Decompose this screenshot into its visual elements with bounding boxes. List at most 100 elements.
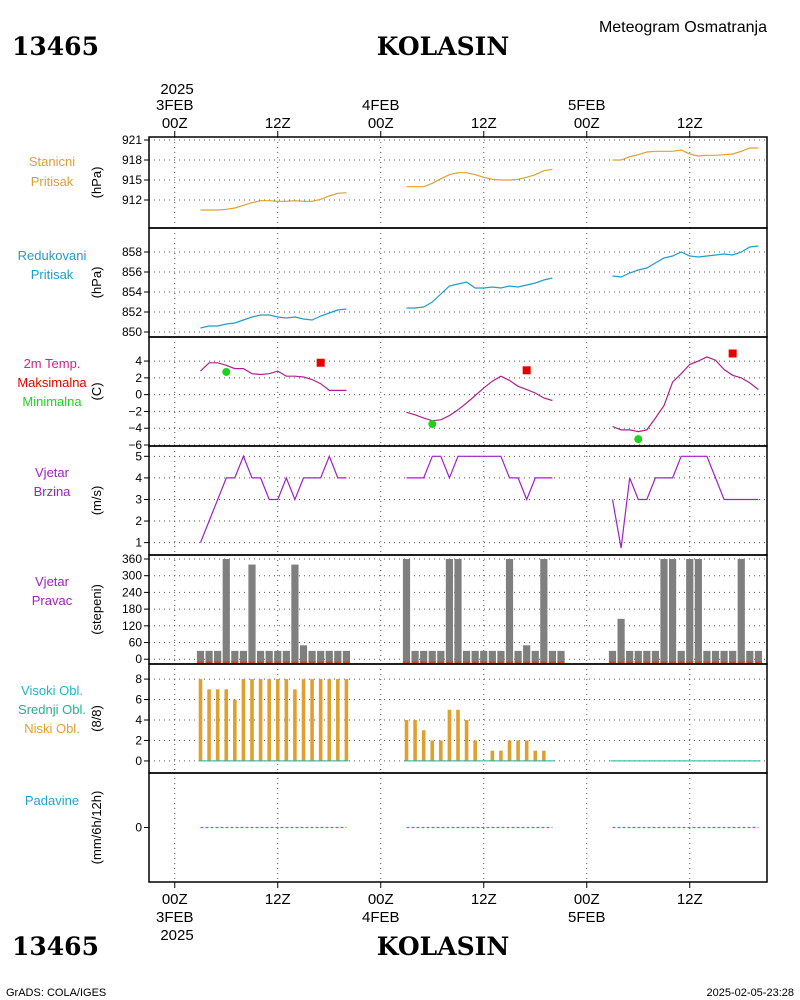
panel-label: Srednji Obl. (18, 702, 86, 717)
direction-bar (445, 559, 454, 663)
panel-label: Pravac (32, 593, 73, 608)
cloud-bar (542, 750, 546, 761)
tick-label: 858 (122, 245, 142, 259)
tick-label: 360 (122, 552, 142, 566)
tick-label: 854 (122, 285, 142, 299)
direction-bar (720, 650, 728, 663)
panel-clouds: 8 6 4 2 0 Visoki Obl. Srednji Obl. Niski Obl. (8… (18, 663, 768, 774)
cloud-bar (524, 740, 529, 761)
tick-label: −6 (128, 438, 142, 452)
cloud-bar (258, 679, 263, 761)
direction-bar (514, 650, 522, 663)
top-hour-label: 12Z (471, 115, 497, 132)
panel-frame (148, 445, 768, 556)
cloud-bar (224, 689, 229, 761)
tick-label: −2 (128, 404, 142, 418)
year-bottom: 2025 (160, 927, 193, 944)
cloud-bar (267, 679, 271, 761)
top-hour-label: 00Z (368, 115, 394, 132)
station-id-bottom: 13465 (12, 932, 99, 961)
top-hour-label: 12Z (677, 115, 703, 132)
direction-bar (531, 650, 539, 663)
direction-bar (617, 618, 625, 663)
top-hour-label: 12Z (265, 115, 291, 132)
tick-label: 0 (135, 821, 142, 835)
series-line (200, 192, 347, 211)
direction-bar (694, 559, 702, 663)
panel-label: Maksimalna (17, 375, 87, 390)
bottom-hour-label: 12Z (677, 891, 703, 908)
bottom-day-label: 3FEB (156, 909, 194, 926)
panel-label: Stanicni (29, 154, 75, 169)
direction-bar (634, 650, 642, 663)
panel-label: Vjetar (35, 574, 70, 589)
panel-label: Redukovani (18, 248, 87, 263)
tick-label: 0 (135, 388, 142, 402)
direction-bar (325, 650, 333, 663)
panel-frame (148, 336, 768, 447)
direction-bar (411, 650, 419, 663)
direction-bar (660, 559, 668, 663)
direction-bar (342, 650, 351, 663)
direction-bar (334, 650, 342, 663)
unit-label: (m/s) (89, 486, 104, 516)
direction-bar (196, 650, 205, 663)
direction-bar (677, 650, 685, 663)
cloud-bar (284, 679, 289, 761)
bottom-hour-label: 00Z (162, 891, 188, 908)
panel-label: Pritisak (31, 267, 74, 282)
direction-bar (548, 650, 557, 663)
direction-bar (729, 650, 737, 663)
panel-label: Brzina (34, 484, 72, 499)
bottom-hour-label: 00Z (368, 891, 394, 908)
tick-label: 2 (135, 733, 142, 747)
tick-label: 915 (122, 173, 142, 187)
panel-label: 2m Temp. (24, 356, 81, 371)
series-line (612, 356, 759, 433)
series-line (406, 277, 553, 309)
cloud-bar (250, 679, 254, 761)
top-time-axis: 00Z 12Z 00Z 12Z 00Z 12Z 3FEB 4FEB 5FEB (156, 97, 703, 137)
bottom-day-label: 4FEB (362, 909, 400, 926)
cloud-bar (327, 679, 332, 761)
panel-precipitation: 0 Padavine (mm/6h/12h) (25, 772, 768, 883)
credit: GrADS: COLA/IGES (6, 987, 106, 999)
cloud-bar (507, 740, 512, 761)
cloud-bar (456, 709, 460, 761)
panel-label: Niski Obl. (24, 721, 80, 736)
direction-bar (643, 650, 651, 663)
cloud-bar (215, 689, 220, 761)
direction-bar (488, 650, 496, 663)
series-line (200, 362, 347, 391)
direction-bar (505, 559, 514, 663)
direction-bar (454, 559, 462, 663)
year-top: 2025 (160, 81, 193, 98)
unit-label: (8/8) (89, 705, 104, 732)
series-line (199, 454, 347, 543)
panel-reduced_pressure: 858 856 854 852 850 Redukovani Pritisak (hPa) (18, 227, 768, 339)
cloud-bar (301, 679, 306, 761)
tick-label: −4 (128, 421, 142, 435)
timestamp: 2025-02-05-23:28 (707, 987, 794, 999)
tick-label: 120 (122, 619, 142, 633)
tick-label: 852 (122, 305, 142, 319)
direction-bar (711, 650, 720, 663)
panel-label: Padavine (25, 793, 79, 808)
direction-bar (523, 645, 531, 663)
bottom-hour-label: 12Z (265, 891, 291, 908)
direction-bar (291, 564, 299, 663)
min-temp-marker (634, 435, 643, 444)
max-temp-marker (728, 349, 737, 358)
tick-label: 856 (122, 265, 142, 279)
top-day-label: 5FEB (568, 97, 606, 114)
direction-bar (231, 650, 239, 663)
direction-bar (471, 650, 479, 663)
panel-label: Vjetar (35, 465, 70, 480)
direction-bar (703, 650, 711, 663)
direction-bar (540, 559, 548, 663)
cloud-bar (293, 689, 297, 761)
top-day-label: 4FEB (362, 97, 400, 114)
unit-label: (mm/6h/12h) (89, 791, 104, 865)
station-name-top: KOLASIN (377, 32, 509, 61)
cloud-bar (516, 740, 520, 761)
